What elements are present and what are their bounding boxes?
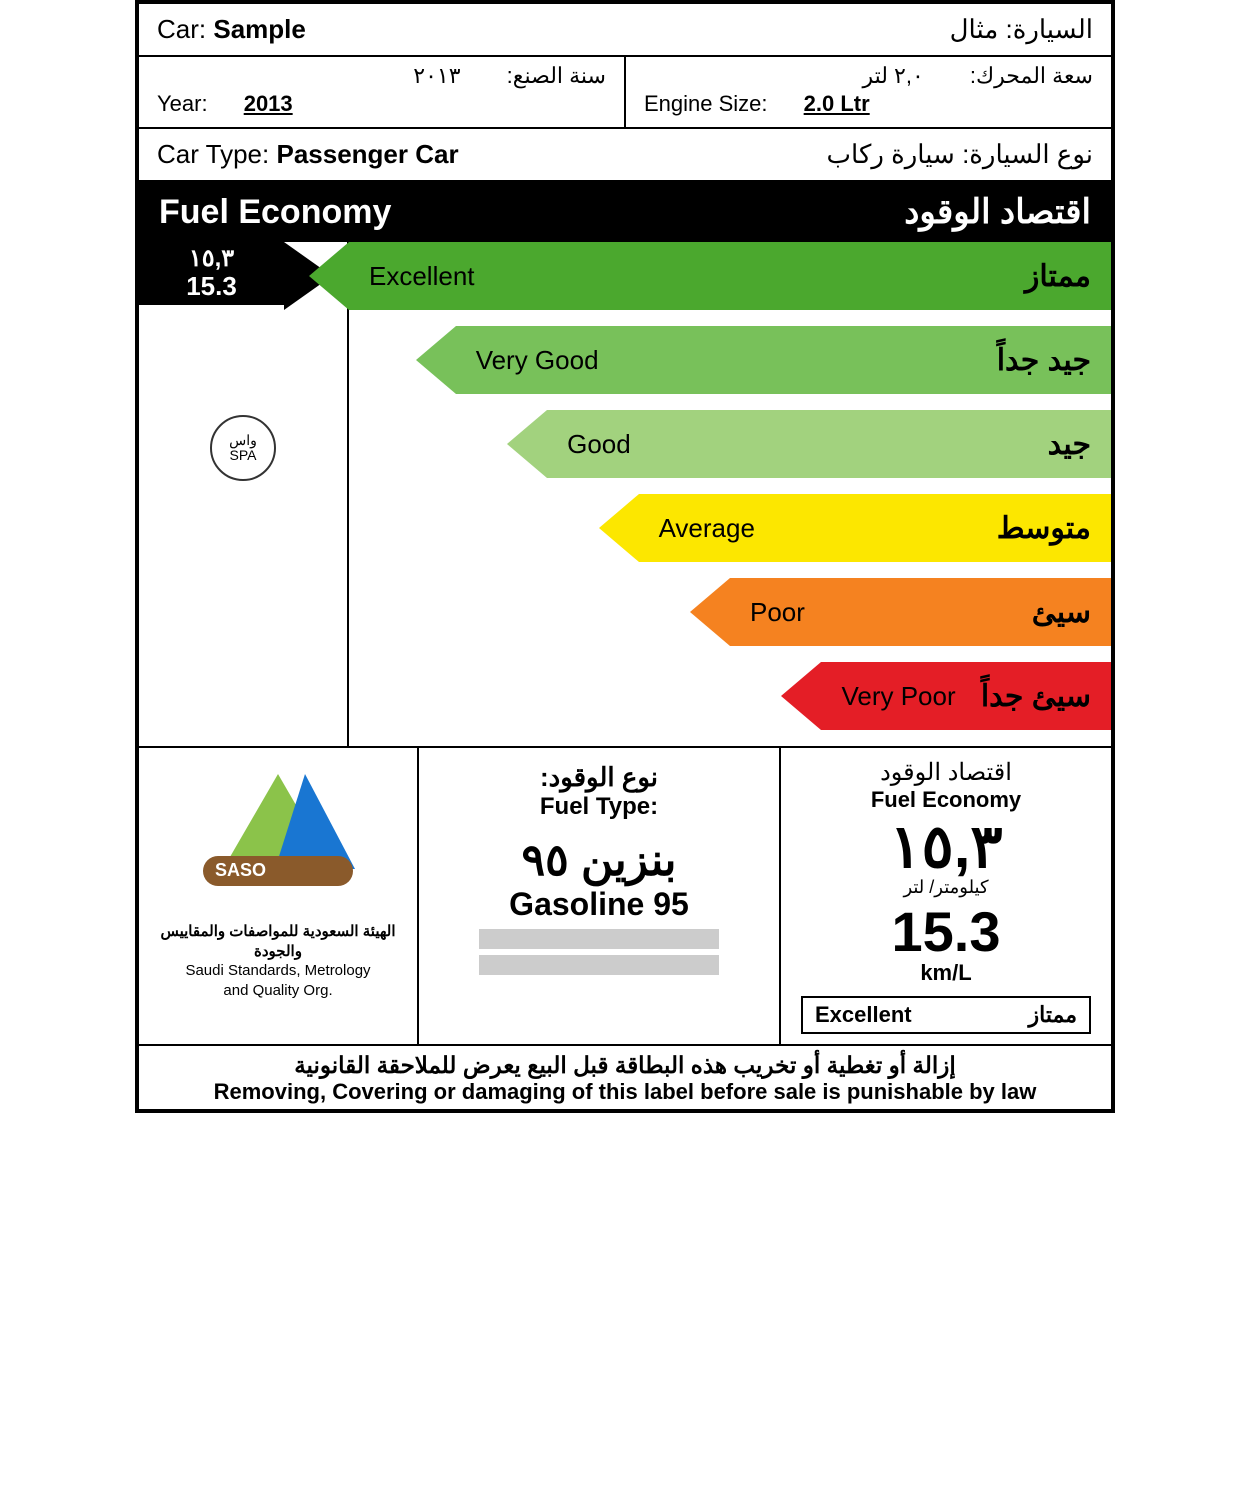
rating-bar-label-ar: سيئ جداً bbox=[981, 679, 1091, 714]
rating-bars: Excellent ممتاز Very Good جيد جداً Good جيد Av… bbox=[349, 242, 1111, 746]
saso-logo: SASO bbox=[193, 766, 363, 916]
car-type-value-ar: سيارة ركاب bbox=[827, 139, 955, 169]
grey-placeholder-1 bbox=[479, 929, 719, 949]
rating-bar-text: Average متوسط bbox=[639, 494, 1111, 562]
fe-unit-ar: كيلومتر/ لتر bbox=[801, 877, 1091, 898]
engine-cell: سعة المحرك: ٢,٠ لتر Engine Size: 2.0 Ltr bbox=[626, 57, 1111, 127]
rating-bar-label-ar: متوسط bbox=[997, 511, 1091, 546]
saso-name-ar: الهيئة السعودية للمواصفات والمقاييس والج… bbox=[149, 922, 407, 961]
fuel-type-label-ar: نوع الوقود: bbox=[439, 762, 759, 793]
saso-name-en-2: and Quality Org. bbox=[149, 981, 407, 1001]
engine-label-ar: سعة المحرك: bbox=[970, 63, 1093, 88]
grey-placeholder-2 bbox=[479, 955, 719, 975]
car-type-row: Car Type: Passenger Car نوع السيارة: سيا… bbox=[139, 129, 1111, 182]
fuel-type-value-ar: بنزين ٩٥ bbox=[439, 835, 759, 886]
engine-value-ar: ٢,٠ لتر bbox=[862, 63, 923, 88]
rating-bar-text: Very Poor سيئ جداً bbox=[821, 662, 1111, 730]
fuel-economy-label: Car: Sample السيارة: مثال سنة الصنع: ٢٠١… bbox=[135, 0, 1115, 1113]
rating-bar-text: Excellent ممتاز bbox=[349, 242, 1111, 310]
saso-panel: SASO الهيئة السعودية للمواصفات والمقاييس… bbox=[139, 748, 419, 1044]
engine-label-en: Engine Size: bbox=[644, 91, 768, 116]
pointer-column: ١٥,٣ 15.3 واس SPA bbox=[139, 242, 349, 746]
fe-value-en: 15.3 bbox=[801, 904, 1091, 960]
rating-box: Excellent ممتاز bbox=[801, 996, 1091, 1034]
fe-label-ar: اقتصاد الوقود bbox=[801, 758, 1091, 787]
fe-label-en: Fuel Economy bbox=[801, 787, 1091, 813]
watermark-en: SPA bbox=[230, 448, 257, 463]
rating-bar-text: Good جيد bbox=[547, 410, 1111, 478]
fe-unit-en: km/L bbox=[801, 960, 1091, 986]
car-type-label-ar: نوع السيارة: bbox=[962, 139, 1093, 169]
warning-ar: إزالة أو تغطية أو تخريب هذه البطاقة قبل … bbox=[139, 1044, 1111, 1079]
rating-bar-text: Poor سيئ bbox=[730, 578, 1111, 646]
section-header: Fuel Economy اقتصاد الوقود bbox=[139, 182, 1111, 242]
pointer-value-ar: ١٥,٣ bbox=[149, 246, 274, 272]
car-label-ar: السيارة: bbox=[1005, 14, 1093, 44]
rating-section: ١٥,٣ 15.3 واس SPA Excellent ممتاز Very Goo… bbox=[139, 242, 1111, 748]
rating-bar-label-ar: جيد جداً bbox=[997, 343, 1091, 378]
rating-bar-label-en: Good bbox=[567, 429, 631, 460]
year-label-en: Year: bbox=[157, 91, 208, 116]
fuel-type-value-en: Gasoline 95 bbox=[439, 886, 759, 923]
rating-bar-label-ar: جيد bbox=[1048, 427, 1091, 462]
car-label-en: Car: bbox=[157, 14, 206, 44]
rating-bar-label-en: Poor bbox=[750, 597, 805, 628]
watermark-badge: واس SPA bbox=[210, 415, 276, 481]
saso-badge-text: SASO bbox=[203, 856, 353, 886]
rating-bar: Good جيد bbox=[349, 410, 1111, 478]
rating-bar: Excellent ممتاز bbox=[349, 242, 1111, 310]
rating-bar-label-en: Excellent bbox=[369, 261, 475, 292]
fuel-econ-panel: اقتصاد الوقود Fuel Economy ١٥,٣ كيلومتر/… bbox=[781, 748, 1111, 1044]
car-row: Car: Sample السيارة: مثال bbox=[139, 4, 1111, 57]
bottom-panels: SASO الهيئة السعودية للمواصفات والمقاييس… bbox=[139, 748, 1111, 1044]
rating-bar: Average متوسط bbox=[349, 494, 1111, 562]
year-engine-row: سنة الصنع: ٢٠١٣ Year: 2013 سعة المحرك: ٢… bbox=[139, 57, 1111, 129]
rating-bar-text: Very Good جيد جداً bbox=[456, 326, 1111, 394]
pointer-value-en: 15.3 bbox=[149, 272, 274, 301]
fuel-type-panel: نوع الوقود: Fuel Type: بنزين ٩٥ Gasoline… bbox=[419, 748, 781, 1044]
rating-en: Excellent bbox=[815, 1002, 912, 1028]
car-type-value-en: Passenger Car bbox=[276, 139, 458, 169]
year-value-en: 2013 bbox=[244, 91, 293, 116]
rating-bar-label-en: Very Poor bbox=[841, 681, 955, 712]
header-en: Fuel Economy bbox=[159, 193, 391, 232]
rating-bar: Very Poor سيئ جداً bbox=[349, 662, 1111, 730]
car-value-en: Sample bbox=[213, 14, 306, 44]
car-type-label-en: Car Type: bbox=[157, 139, 269, 169]
car-ar: السيارة: مثال bbox=[950, 14, 1093, 45]
header-ar: اقتصاد الوقود bbox=[904, 192, 1091, 232]
car-en: Car: Sample bbox=[157, 14, 306, 45]
rating-bar-label-ar: ممتاز bbox=[1025, 259, 1091, 294]
rating-bar: Very Good جيد جداً bbox=[349, 326, 1111, 394]
rating-bar-label-en: Average bbox=[659, 513, 755, 544]
rating-bar-label-ar: سيئ bbox=[1032, 595, 1091, 630]
car-value-ar: مثال bbox=[950, 14, 999, 44]
fuel-type-label-en: Fuel Type: bbox=[439, 793, 759, 821]
warning-en: Removing, Covering or damaging of this l… bbox=[139, 1079, 1111, 1109]
watermark-ar: واس bbox=[229, 433, 257, 448]
year-label-ar: سنة الصنع: bbox=[507, 63, 606, 88]
year-value-ar: ٢٠١٣ bbox=[413, 63, 460, 88]
fe-value-ar: ١٥,٣ bbox=[801, 817, 1091, 877]
saso-name-en-1: Saudi Standards, Metrology bbox=[149, 961, 407, 981]
engine-value-en: 2.0 Ltr bbox=[804, 91, 870, 116]
year-cell: سنة الصنع: ٢٠١٣ Year: 2013 bbox=[139, 57, 626, 127]
rating-bar: Poor سيئ bbox=[349, 578, 1111, 646]
rating-ar: ممتاز bbox=[1029, 1002, 1077, 1028]
rating-bar-label-en: Very Good bbox=[476, 345, 599, 376]
